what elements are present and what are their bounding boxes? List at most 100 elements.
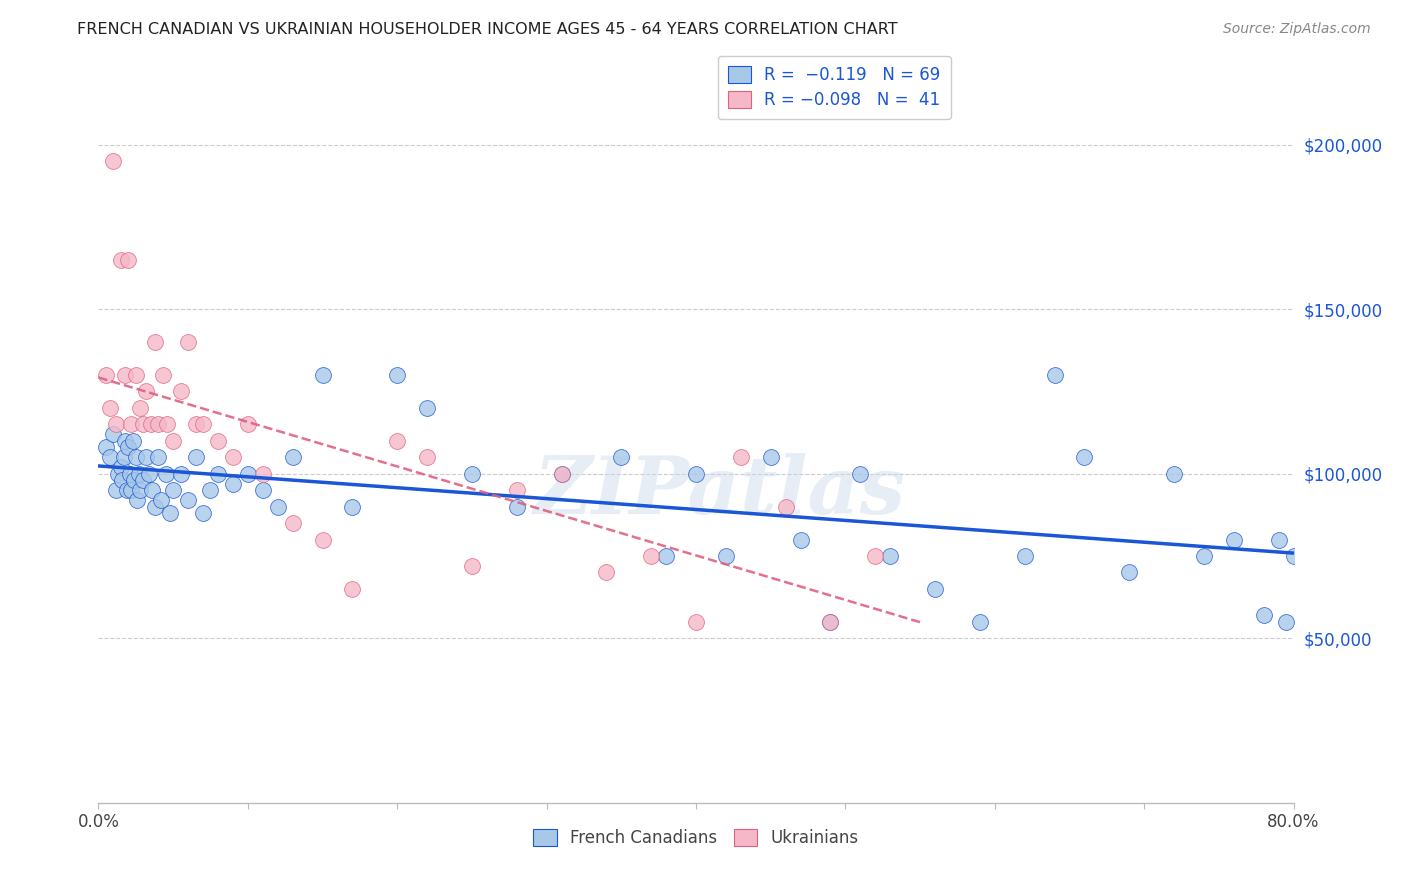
- Point: [177, 493, 200, 508]
- Point: [103, 427, 125, 442]
- Point: [685, 467, 707, 481]
- Point: [640, 549, 662, 563]
- Point: [236, 417, 259, 432]
- Point: [135, 450, 157, 465]
- Point: [1223, 533, 1246, 547]
- Point: [132, 417, 155, 432]
- Point: [139, 417, 162, 432]
- Point: [759, 450, 782, 465]
- Point: [98, 450, 122, 465]
- Point: [655, 549, 678, 563]
- Point: [162, 483, 184, 498]
- Point: [252, 483, 274, 498]
- Point: [107, 467, 129, 481]
- Text: ZIPatlas: ZIPatlas: [534, 453, 905, 531]
- Point: [311, 368, 333, 382]
- Point: [969, 615, 991, 629]
- Point: [169, 467, 191, 481]
- Legend: French Canadians, Ukrainians: French Canadians, Ukrainians: [527, 822, 865, 854]
- Point: [416, 401, 439, 415]
- Point: [135, 384, 157, 399]
- Point: [162, 434, 184, 448]
- Point: [114, 368, 136, 382]
- Point: [115, 483, 138, 498]
- Point: [143, 500, 166, 514]
- Point: [207, 467, 229, 481]
- Point: [94, 368, 117, 382]
- Point: [110, 460, 132, 475]
- Point: [105, 417, 128, 432]
- Point: [129, 401, 152, 415]
- Point: [1163, 467, 1185, 481]
- Point: [105, 483, 128, 498]
- Point: [184, 450, 207, 465]
- Point: [849, 467, 872, 481]
- Point: [222, 450, 245, 465]
- Point: [200, 483, 222, 498]
- Point: [111, 473, 134, 487]
- Text: FRENCH CANADIAN VS UKRAINIAN HOUSEHOLDER INCOME AGES 45 - 64 YEARS CORRELATION C: FRENCH CANADIAN VS UKRAINIAN HOUSEHOLDER…: [77, 22, 898, 37]
- Point: [461, 558, 484, 573]
- Point: [155, 467, 177, 481]
- Point: [342, 582, 364, 596]
- Point: [177, 335, 200, 350]
- Point: [152, 368, 174, 382]
- Point: [1275, 615, 1298, 629]
- Point: [385, 368, 409, 382]
- Point: [342, 500, 364, 514]
- Point: [550, 467, 572, 481]
- Point: [128, 467, 150, 481]
- Point: [117, 252, 139, 267]
- Point: [184, 417, 207, 432]
- Point: [281, 516, 304, 530]
- Point: [124, 473, 146, 487]
- Point: [148, 450, 170, 465]
- Point: [103, 154, 125, 169]
- Point: [1014, 549, 1036, 563]
- Point: [252, 467, 274, 481]
- Point: [127, 493, 149, 508]
- Point: [506, 500, 529, 514]
- Point: [775, 500, 797, 514]
- Point: [924, 582, 946, 596]
- Point: [191, 506, 214, 520]
- Point: [685, 615, 707, 629]
- Point: [141, 483, 163, 498]
- Point: [191, 417, 214, 432]
- Point: [281, 450, 304, 465]
- Point: [1267, 533, 1289, 547]
- Point: [385, 434, 409, 448]
- Point: [1118, 566, 1140, 580]
- Point: [267, 500, 290, 514]
- Point: [820, 615, 842, 629]
- Point: [311, 533, 333, 547]
- Point: [595, 566, 617, 580]
- Point: [121, 434, 143, 448]
- Point: [156, 417, 179, 432]
- Point: [120, 483, 142, 498]
- Point: [125, 450, 148, 465]
- Point: [714, 549, 737, 563]
- Text: Source: ZipAtlas.com: Source: ZipAtlas.com: [1223, 22, 1371, 37]
- Point: [112, 450, 135, 465]
- Point: [132, 473, 155, 487]
- Point: [120, 417, 142, 432]
- Point: [610, 450, 633, 465]
- Point: [550, 467, 572, 481]
- Point: [148, 417, 170, 432]
- Point: [114, 434, 136, 448]
- Point: [1192, 549, 1215, 563]
- Point: [789, 533, 811, 547]
- Point: [110, 252, 132, 267]
- Point: [138, 467, 160, 481]
- Point: [236, 467, 259, 481]
- Point: [820, 615, 842, 629]
- Point: [125, 368, 148, 382]
- Point: [143, 335, 166, 350]
- Point: [207, 434, 229, 448]
- Point: [98, 401, 122, 415]
- Point: [117, 441, 139, 455]
- Point: [506, 483, 529, 498]
- Point: [1043, 368, 1066, 382]
- Point: [1073, 450, 1095, 465]
